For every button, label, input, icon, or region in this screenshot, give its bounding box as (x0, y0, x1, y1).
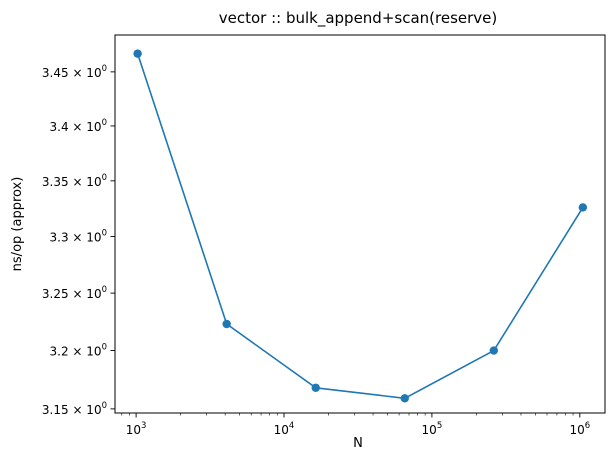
y-tick-label: 3.2 × 100 (50, 343, 107, 359)
plot-frame (114, 34, 606, 414)
x-axis-label: N (353, 436, 363, 451)
x-tick-label: 105 (422, 421, 443, 437)
y-tick-label: 3.15 × 100 (42, 401, 107, 417)
data-point (133, 49, 142, 58)
y-tick-label: 3.35 × 100 (42, 173, 107, 189)
chart-title: vector :: bulk_append+scan(reserve) (219, 9, 498, 28)
y-axis: 3.15 × 100 3.2 × 100 3.25 × 100 3.3 × 100 3.… (42, 64, 115, 417)
x-axis: 103 104 105 106 (121, 413, 590, 437)
data-point (578, 203, 588, 212)
y-tick-label: 3.3 × 100 (50, 229, 107, 245)
series-line (136, 53, 584, 400)
y-tick-label: 3.25 × 100 (42, 285, 107, 301)
y-axis-label: ns/op (approx) (10, 177, 25, 272)
y-tick-label: 3.4 × 100 (50, 118, 107, 134)
x-tick-label: 103 (126, 421, 147, 437)
data-point (311, 383, 320, 392)
x-tick-label: 104 (274, 421, 295, 437)
y-tick-label: 3.45 × 100 (42, 64, 107, 80)
data-point (400, 394, 409, 403)
data-point (222, 319, 231, 329)
data-point (489, 346, 499, 355)
x-tick-label: 106 (569, 421, 590, 437)
plot-area (133, 49, 588, 403)
